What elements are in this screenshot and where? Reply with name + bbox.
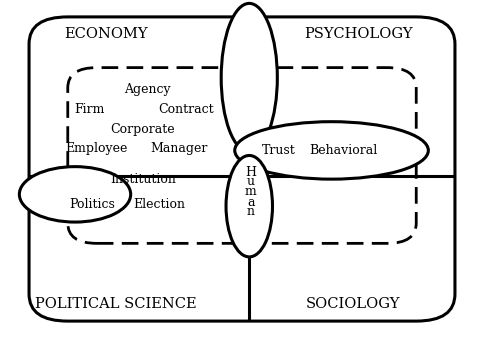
Ellipse shape — [226, 155, 272, 257]
Text: Agency: Agency — [124, 83, 171, 96]
Text: m: m — [245, 186, 257, 198]
Text: u: u — [247, 175, 255, 188]
Text: PSYCHOLOGY: PSYCHOLOGY — [304, 27, 412, 41]
Text: Trust: Trust — [261, 144, 295, 157]
Ellipse shape — [221, 3, 277, 152]
Text: Corporate: Corporate — [110, 123, 175, 136]
Text: a: a — [247, 196, 255, 209]
Text: ECONOMY: ECONOMY — [65, 27, 148, 41]
Text: Employee: Employee — [66, 142, 128, 155]
Text: Politics: Politics — [69, 198, 115, 211]
Text: Behavioral: Behavioral — [309, 144, 378, 157]
Ellipse shape — [235, 122, 428, 179]
Text: n: n — [247, 206, 255, 218]
FancyBboxPatch shape — [29, 17, 455, 321]
Ellipse shape — [19, 167, 131, 222]
Text: Manager: Manager — [151, 142, 208, 155]
Text: Institution: Institution — [110, 173, 176, 186]
Text: Firm: Firm — [75, 103, 105, 116]
Text: SOCIOLOGY: SOCIOLOGY — [306, 297, 401, 311]
Text: POLITICAL SCIENCE: POLITICAL SCIENCE — [35, 297, 197, 311]
Text: Election: Election — [134, 198, 186, 211]
Text: Contract: Contract — [159, 103, 214, 116]
Text: H: H — [245, 166, 256, 179]
